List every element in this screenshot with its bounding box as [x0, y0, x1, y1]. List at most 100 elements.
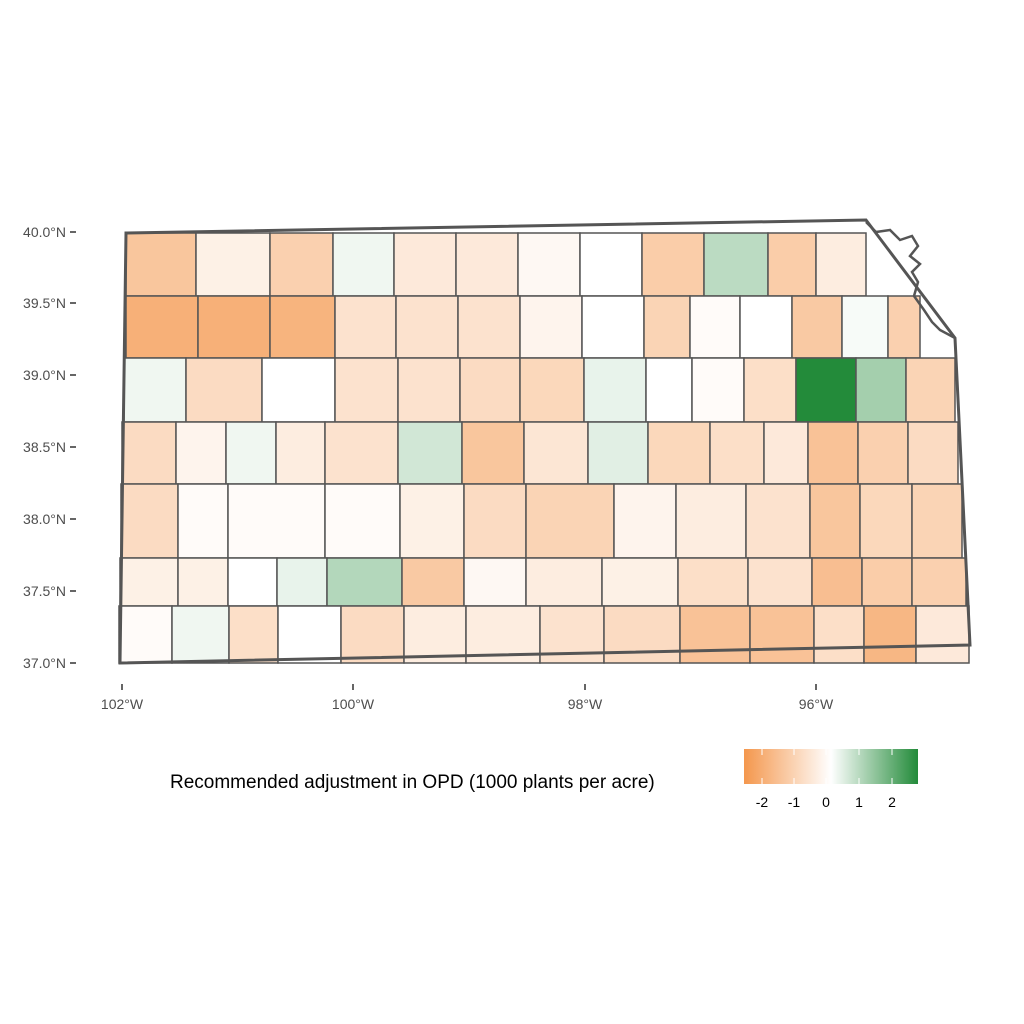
county-polygon [581, 295, 645, 359]
county-polygon [324, 421, 399, 485]
county-polygon [747, 557, 813, 607]
x-axis: 102°W 100°W 98°W 96°W [101, 684, 834, 712]
county-polygon [641, 232, 705, 297]
legend-ticks: -2 -1 0 1 2 [756, 749, 896, 810]
y-tick-label: 40.0°N [23, 224, 66, 240]
county-polygon [269, 232, 334, 297]
county-polygon [809, 483, 861, 559]
county-polygon [709, 421, 765, 485]
county-polygon [601, 557, 679, 607]
county-polygon [177, 483, 229, 559]
county-polygons [118, 232, 970, 664]
county-polygon [647, 421, 711, 485]
county-polygon [461, 421, 525, 485]
county-polygon [523, 421, 589, 485]
county-polygon [807, 421, 859, 485]
county-polygon [399, 483, 465, 559]
county-polygon [195, 232, 271, 297]
legend-title: Recommended adjustment in OPD (1000 plan… [170, 772, 655, 793]
county-polygon [121, 421, 177, 485]
county-polygon [587, 421, 649, 485]
county-polygon [227, 483, 326, 559]
county-polygon [275, 421, 326, 485]
county-polygon [675, 483, 747, 559]
x-tick-label: 100°W [332, 696, 375, 712]
county-polygon [177, 557, 229, 607]
county-polygon [703, 232, 769, 297]
missouri-river-boundary [865, 221, 956, 340]
county-polygon [907, 421, 959, 485]
county-polygon [691, 357, 745, 423]
county-polygon [861, 557, 913, 607]
y-axis: 37.0°N 37.5°N 38.0°N 38.5°N 39.0°N 39.5°… [23, 224, 76, 671]
county-polygon [915, 605, 970, 664]
county-polygon [689, 295, 741, 359]
county-polygon [227, 557, 278, 607]
county-polygon [811, 557, 863, 607]
county-polygon [403, 605, 467, 664]
county-polygon [393, 232, 457, 297]
county-polygon [739, 295, 793, 359]
county-polygon [397, 357, 461, 423]
county-polygon [397, 421, 463, 485]
county-polygon [813, 605, 865, 664]
legend-colorbar [744, 749, 918, 784]
county-polygon [859, 483, 913, 559]
county-polygon [749, 605, 815, 664]
county-polygon [340, 605, 405, 664]
legend-tick-label: 0 [822, 794, 830, 810]
county-polygon [795, 357, 857, 423]
county-polygon [185, 357, 263, 423]
county-polygon [643, 295, 691, 359]
county-polygon [395, 295, 459, 359]
county-polygon [603, 605, 681, 664]
x-tick-label: 96°W [799, 696, 834, 712]
county-polygon [579, 232, 643, 297]
county-polygon [857, 421, 909, 485]
county-polygon [120, 483, 179, 559]
y-tick-label: 38.5°N [23, 439, 66, 455]
county-polygon [791, 295, 843, 359]
county-polygon [125, 295, 199, 359]
county-polygon [863, 605, 917, 664]
county-polygon [679, 605, 751, 664]
county-polygon [175, 421, 227, 485]
county-polygon [525, 557, 603, 607]
county-polygon [905, 357, 956, 423]
y-tick-label: 37.0°N [23, 655, 66, 671]
county-polygon [525, 483, 615, 559]
county-polygon [463, 483, 527, 559]
county-polygon [119, 557, 179, 607]
county-polygon [171, 605, 230, 664]
county-polygon [459, 357, 521, 423]
state-outline [118, 218, 972, 665]
legend-tick-label: -1 [788, 794, 801, 810]
y-tick-label: 38.0°N [23, 511, 66, 527]
legend-tick-label: 1 [855, 794, 863, 810]
county-polygon [645, 357, 693, 423]
county-polygon [517, 232, 581, 297]
county-polygon [261, 357, 336, 423]
county-polygon [519, 357, 585, 423]
county-polygon [118, 605, 173, 664]
county-polygon [911, 557, 967, 607]
county-polygon [583, 357, 647, 423]
county-polygon [457, 295, 521, 359]
county-polygon [887, 295, 921, 359]
county-polygon [334, 357, 399, 423]
x-tick-label: 102°W [101, 696, 144, 712]
county-polygon [613, 483, 677, 559]
county-polygon [815, 232, 867, 297]
legend-tick-label: -2 [756, 794, 769, 810]
county-polygon [841, 295, 889, 359]
county-polygon [763, 421, 809, 485]
county-polygon [276, 557, 328, 607]
county-polygon [332, 232, 395, 297]
county-polygon [228, 605, 279, 664]
county-polygon [277, 605, 342, 664]
county-polygon [745, 483, 811, 559]
legend-tick-label: 2 [888, 794, 896, 810]
y-tick-label: 39.5°N [23, 295, 66, 311]
county-polygon [463, 557, 527, 607]
